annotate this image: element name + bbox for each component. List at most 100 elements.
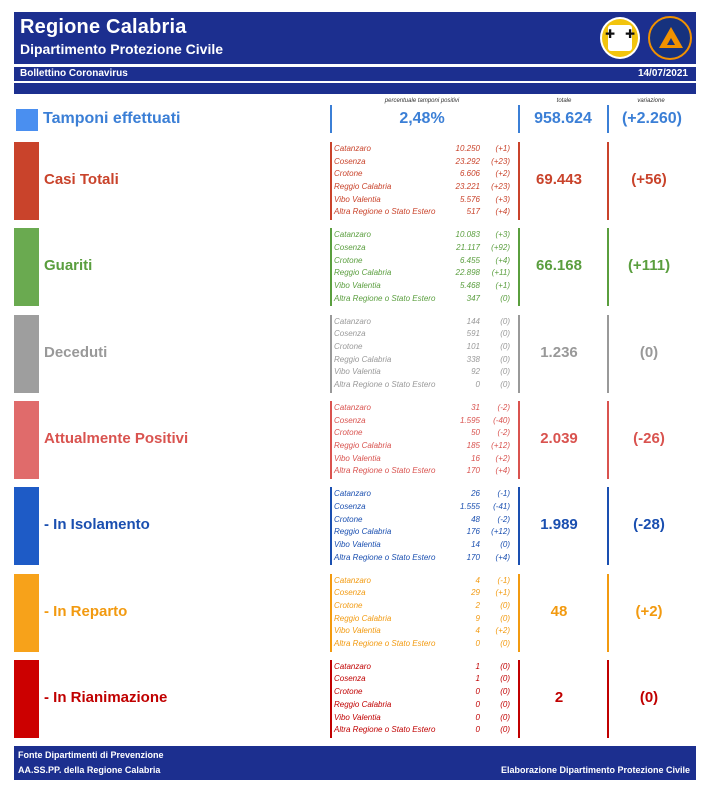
section-label: Guariti bbox=[44, 257, 93, 275]
province-count: 6.455 bbox=[459, 255, 480, 265]
province-change: (0) bbox=[500, 354, 510, 364]
province-change: (0) bbox=[500, 674, 510, 684]
province-count: 0 bbox=[475, 725, 480, 735]
province-row: Vibo Valentia 14 (0) bbox=[334, 539, 512, 552]
section-divider bbox=[518, 487, 520, 566]
province-name: Cosenza bbox=[334, 329, 366, 339]
province-row: Altra Regione o Stato Estero 347 (0) bbox=[334, 293, 512, 306]
province-count: 29 bbox=[471, 588, 480, 598]
section-color-bar bbox=[14, 487, 39, 566]
province-change: (-1) bbox=[497, 489, 510, 499]
province-count: 31 bbox=[471, 402, 480, 412]
section-total: 2 bbox=[554, 688, 564, 706]
province-row: Catanzaro 144 (0) bbox=[334, 316, 512, 329]
section-divider bbox=[607, 142, 609, 220]
province-change: (-2) bbox=[497, 428, 510, 438]
province-count: 5.468 bbox=[459, 281, 480, 291]
province-change: (0) bbox=[500, 687, 510, 697]
province-change: (0) bbox=[500, 316, 510, 326]
section-divider bbox=[330, 659, 332, 738]
province-change: (+3) bbox=[495, 194, 510, 204]
province-row: Reggio Calabria 9 (0) bbox=[334, 613, 512, 626]
province-row: Altra Regione o Stato Estero 170 (+4) bbox=[334, 465, 512, 478]
province-row: Catanzaro 10.250 (+1) bbox=[334, 143, 512, 156]
province-count: 591 bbox=[466, 329, 480, 339]
province-list: Catanzaro 31 (-2) Cosenza 1.595 (-40) Crotone 5… bbox=[334, 402, 512, 478]
province-name: Reggio Calabria bbox=[334, 268, 392, 278]
province-row: Reggio Calabria 0 (0) bbox=[334, 699, 512, 712]
section-divider bbox=[607, 487, 609, 566]
province-count: 1.555 bbox=[459, 501, 480, 511]
section-label: Casi Totali bbox=[44, 171, 119, 188]
province-count: 185 bbox=[466, 440, 480, 450]
province-name: Catanzaro bbox=[334, 661, 371, 671]
page-title: Regione Calabria bbox=[20, 16, 187, 38]
section-divider bbox=[330, 142, 332, 220]
province-row: Cosenza 1.555 (-41) bbox=[334, 501, 512, 514]
province-change: (0) bbox=[500, 638, 510, 648]
province-change: (+1) bbox=[495, 588, 510, 598]
province-name: Crotone bbox=[334, 341, 363, 351]
province-change: (+2) bbox=[495, 626, 510, 636]
province-count: 9 bbox=[475, 613, 480, 623]
column-header-change: variazione bbox=[637, 98, 665, 104]
province-name: Crotone bbox=[334, 514, 363, 524]
province-change: (+4) bbox=[495, 552, 510, 562]
province-name: Cosenza bbox=[334, 156, 366, 166]
province-count: 4 bbox=[475, 575, 480, 585]
province-row: Crotone 101 (0) bbox=[334, 341, 512, 354]
section-divider bbox=[330, 314, 332, 393]
footer-credit: Elaborazione Dipartimento Protezione Civ… bbox=[500, 765, 690, 775]
province-row: Reggio Calabria 176 (+12) bbox=[334, 526, 512, 539]
section-divider bbox=[607, 228, 609, 307]
province-name: Catanzaro bbox=[334, 489, 371, 499]
province-name: Cosenza bbox=[334, 242, 366, 252]
province-change: (+4) bbox=[495, 466, 510, 476]
stat-section: - In Isolamento Catanzaro 26 (-1) Cosenza 1.5… bbox=[14, 487, 696, 566]
province-count: 338 bbox=[466, 354, 480, 364]
section-change: (+111) bbox=[627, 257, 671, 275]
province-count: 23.221 bbox=[455, 182, 480, 192]
province-name: Cosenza bbox=[334, 674, 366, 684]
section-divider bbox=[518, 142, 520, 220]
province-row: Vibo Valentia 0 (0) bbox=[334, 712, 512, 725]
province-count: 50 bbox=[471, 428, 480, 438]
province-row: Cosenza 1 (0) bbox=[334, 673, 512, 686]
province-change: (+23) bbox=[491, 182, 510, 192]
section-total: 2.039 bbox=[540, 429, 578, 447]
stat-section: Guariti Catanzaro 10.083 (+3) Cosenza 21.117 (… bbox=[14, 228, 696, 307]
province-row: Crotone 6.606 (+2) bbox=[334, 168, 512, 181]
section-divider bbox=[330, 573, 332, 652]
section-divider bbox=[330, 487, 332, 566]
province-change: (0) bbox=[500, 699, 510, 709]
province-change: (+2) bbox=[495, 453, 510, 463]
section-divider bbox=[607, 659, 609, 738]
section-change: (-26) bbox=[633, 429, 665, 447]
province-change: (+92) bbox=[491, 242, 510, 252]
province-count: 2 bbox=[475, 600, 480, 610]
section-divider bbox=[518, 659, 520, 738]
province-count: 10.250 bbox=[455, 144, 480, 153]
province-row: Reggio Calabria 185 (+12) bbox=[334, 440, 512, 453]
tamponi-divider bbox=[518, 105, 520, 133]
section-divider bbox=[330, 228, 332, 307]
province-name: Cosenza bbox=[334, 415, 366, 425]
section-total: 66.168 bbox=[536, 257, 582, 275]
province-count: 144 bbox=[466, 316, 480, 326]
bulletin-date: 14/07/2021 bbox=[637, 68, 688, 79]
section-divider bbox=[518, 228, 520, 307]
section-divider bbox=[330, 400, 332, 479]
province-change: (+4) bbox=[495, 255, 510, 265]
province-row: Vibo Valentia 16 (+2) bbox=[334, 453, 512, 466]
section-color-bar bbox=[14, 573, 39, 652]
province-row: Altra Regione o Stato Estero 0 (0) bbox=[334, 724, 512, 737]
province-name: Vibo Valentia bbox=[334, 367, 381, 377]
province-row: Altra Regione o Stato Estero 0 (0) bbox=[334, 379, 512, 392]
province-name: Catanzaro bbox=[334, 316, 371, 326]
province-count: 6.606 bbox=[459, 169, 480, 179]
province-name: Vibo Valentia bbox=[334, 539, 381, 549]
stat-section: Deceduti Catanzaro 144 (0) Cosenza 591 (0) Crot… bbox=[14, 314, 696, 393]
province-name: Crotone bbox=[334, 600, 363, 610]
province-row: Crotone 6.455 (+4) bbox=[334, 255, 512, 268]
tamponi-label: Tamponi effettuati bbox=[43, 110, 181, 127]
